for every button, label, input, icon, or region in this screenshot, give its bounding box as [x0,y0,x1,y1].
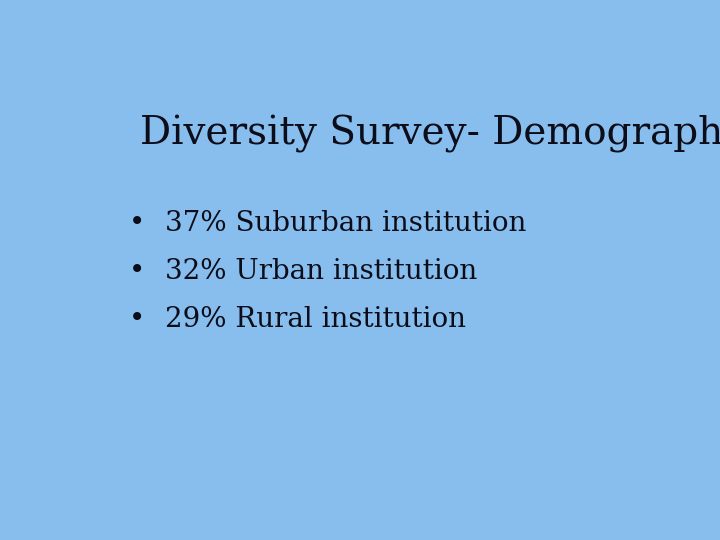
Text: •: • [129,306,145,333]
Text: •: • [129,258,145,285]
Text: Diversity Survey- Demographics: Diversity Survey- Demographics [140,114,720,153]
Text: 32% Urban institution: 32% Urban institution [166,258,477,285]
Text: 37% Suburban institution: 37% Suburban institution [166,210,527,238]
Text: •: • [129,210,145,238]
Text: 29% Rural institution: 29% Rural institution [166,306,467,333]
